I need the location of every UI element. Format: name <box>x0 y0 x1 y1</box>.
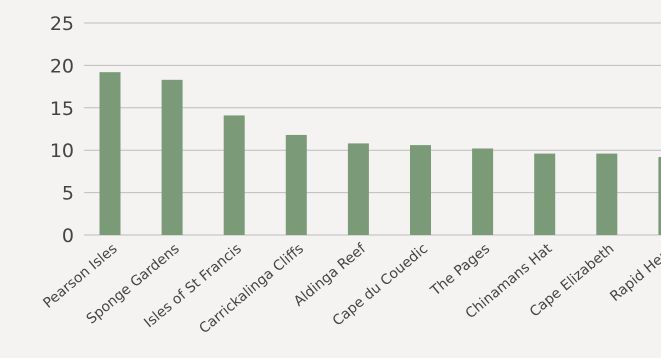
y-tick-label: 20 <box>50 55 74 77</box>
y-tick-label: 5 <box>62 183 74 205</box>
bar-aldinga-reef <box>347 143 369 235</box>
y-tick-label: 10 <box>50 140 74 162</box>
bar-rapid-head <box>658 156 661 235</box>
bar-chinamans-hat <box>534 153 556 235</box>
bar-cape-du-couedic <box>410 145 431 235</box>
bar-cape-elizabeth <box>596 153 618 235</box>
bar-pearson-isles <box>99 72 121 236</box>
y-tick-label: 15 <box>50 98 74 120</box>
y-axis-tick-labels: 0 5 10 15 20 25 <box>50 13 74 247</box>
bar-carrickalinga-cliffs <box>285 134 307 235</box>
y-tick-label: 25 <box>50 13 74 35</box>
bar-the-pages <box>472 148 494 235</box>
y-tick-label: 0 <box>62 225 74 247</box>
bar-sponge-gardens <box>161 79 183 235</box>
bars <box>99 72 661 236</box>
bar-isles-of-st-francis <box>223 115 245 235</box>
